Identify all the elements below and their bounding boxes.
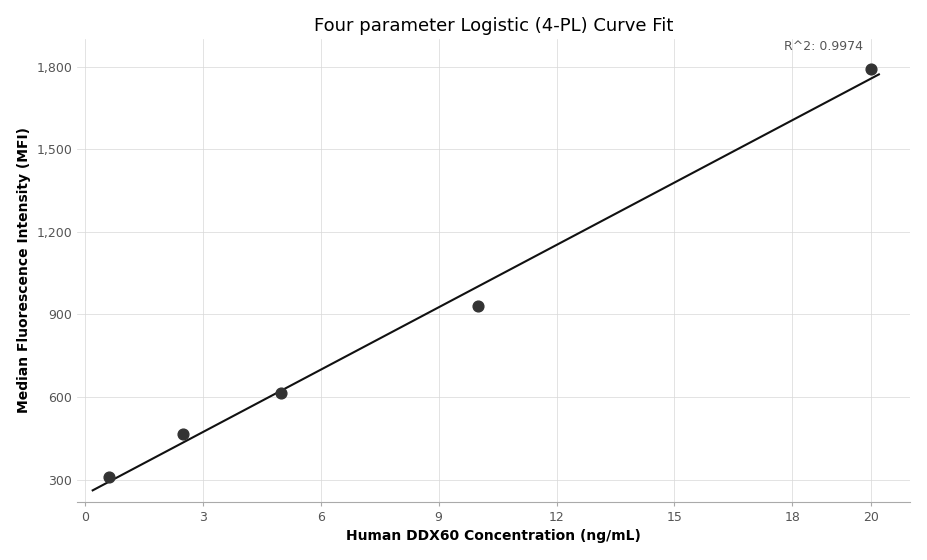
Y-axis label: Median Fluorescence Intensity (MFI): Median Fluorescence Intensity (MFI) [17, 127, 31, 413]
Point [471, 302, 486, 311]
Title: Four parameter Logistic (4-PL) Curve Fit: Four parameter Logistic (4-PL) Curve Fit [314, 17, 673, 35]
X-axis label: Human DDX60 Concentration (ng/mL): Human DDX60 Concentration (ng/mL) [346, 529, 641, 543]
Text: R^2: 0.9974: R^2: 0.9974 [784, 40, 863, 53]
Point [102, 473, 117, 482]
Point [274, 389, 289, 398]
Point [864, 65, 879, 74]
Point [176, 430, 191, 438]
